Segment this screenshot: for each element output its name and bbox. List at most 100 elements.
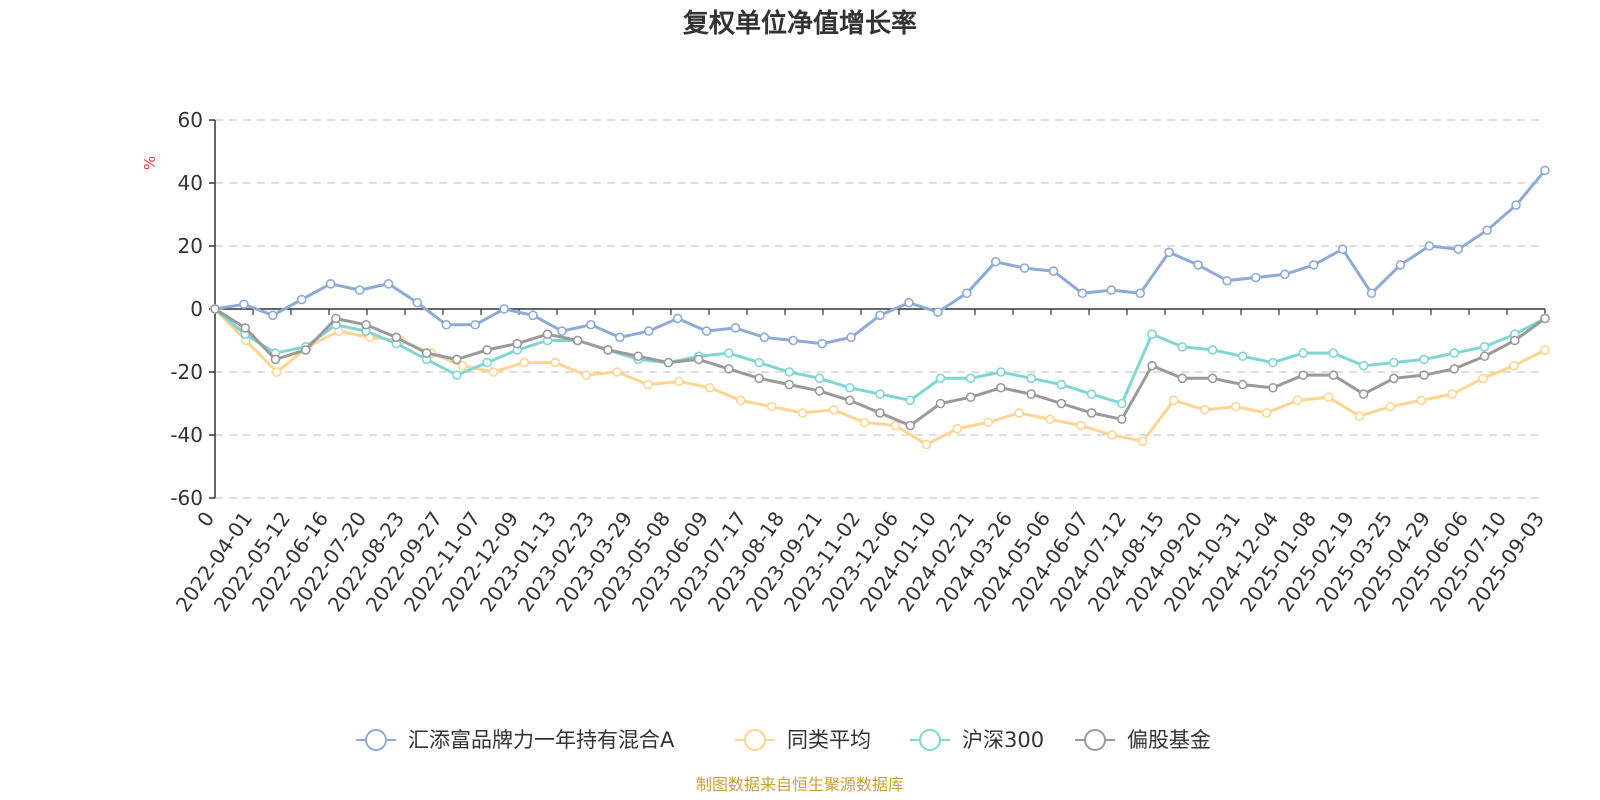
y-tick-label-4: 20 — [178, 234, 203, 258]
series-1-point-32 — [1199, 404, 1210, 415]
series-3-point-20 — [814, 386, 825, 396]
series-0-point-14 — [614, 332, 625, 343]
legend[interactable]: 汇添富品牌力一年持有混合A 同类平均 沪深300 偏股基金 — [356, 728, 1211, 752]
series-1-point-2 — [272, 367, 282, 377]
series-1-point-30 — [1138, 436, 1148, 447]
series-3-point-35 — [1268, 382, 1278, 393]
series-0-point-41 — [1395, 260, 1406, 270]
series-2-point-34 — [1237, 351, 1248, 362]
series-0-point-13 — [586, 319, 596, 330]
series-0-point-7 — [412, 297, 423, 308]
series-1-point-11 — [550, 357, 561, 368]
series-2-point-42 — [1479, 341, 1490, 352]
y-tick-label-6: 60 — [178, 108, 203, 132]
series-3-point-7 — [421, 348, 432, 358]
series-0-point-23 — [875, 310, 885, 321]
series-0-point-40 — [1366, 288, 1377, 299]
series-0-point-15 — [643, 326, 654, 336]
series-3-point-32 — [1177, 373, 1188, 384]
series-3-point-9 — [482, 345, 492, 355]
legend-swatch-marker-3 — [1084, 729, 1106, 751]
legend-item-0[interactable]: 汇添富品牌力一年持有混合A — [356, 728, 675, 752]
series-2-point-31 — [1147, 329, 1157, 340]
series-3-point-16 — [693, 354, 704, 365]
series-0-point-31 — [1106, 285, 1117, 295]
series-0-point-43 — [1453, 244, 1464, 254]
series-3-point-29 — [1086, 408, 1097, 418]
series-3-point-34 — [1237, 379, 1248, 390]
series-1-point-17 — [736, 395, 746, 406]
legend-item-2[interactable]: 沪深300 — [910, 728, 1044, 752]
series-1-point-18 — [766, 401, 777, 412]
legend-item-1[interactable]: 同类平均 — [735, 728, 871, 752]
series-2-point-22 — [875, 389, 885, 399]
series-2-point-24 — [935, 373, 946, 384]
series-3-point-36 — [1298, 370, 1308, 380]
legend-swatch-marker-1 — [744, 729, 766, 751]
series-0-point-16 — [672, 313, 683, 324]
series-1-point-9 — [488, 367, 499, 377]
series-2-point-18 — [754, 357, 764, 368]
series-2-point-20 — [814, 373, 825, 384]
series-0-point-39 — [1337, 244, 1348, 254]
y-axis-unit: % — [141, 156, 159, 170]
series-3-point-0 — [210, 304, 220, 314]
y-tick-label-3: 0 — [190, 297, 203, 321]
series-0-point-33 — [1164, 247, 1174, 258]
series-line-1 — [213, 307, 1546, 446]
series-3-point-22 — [875, 408, 885, 418]
series-2-point-39 — [1389, 357, 1399, 368]
series-1-point-16 — [705, 382, 715, 393]
series-0-point-17 — [701, 326, 712, 336]
series-0-point-4 — [325, 278, 336, 289]
series-2-point-26 — [996, 367, 1006, 377]
legend-label-0: 汇添富品牌力一年持有混合A — [408, 728, 675, 752]
series-2-point-40 — [1419, 354, 1429, 365]
series-0-point-6 — [383, 278, 394, 289]
series-3-point-31 — [1147, 360, 1157, 371]
series-0-point-24 — [904, 297, 914, 308]
series-2-point-8 — [452, 370, 462, 380]
series-1-point-43 — [1540, 345, 1550, 355]
source-note: 制图数据来自恒生聚源数据库 — [696, 775, 904, 794]
series-1-point-33 — [1230, 401, 1241, 412]
series-0-point-42 — [1424, 241, 1435, 251]
series-0-point-29 — [1048, 266, 1059, 277]
series-2-point-41 — [1449, 348, 1460, 358]
series-3-point-23 — [905, 420, 916, 431]
series-1-point-8 — [457, 360, 468, 371]
series-2-point-19 — [784, 367, 795, 377]
series-3-point-27 — [1026, 389, 1036, 399]
series-1-point-42 — [1509, 360, 1519, 371]
series-2-point-32 — [1177, 341, 1188, 352]
series-3-point-3 — [300, 345, 311, 355]
series-1-point-36 — [1323, 392, 1334, 403]
series-2-point-37 — [1328, 348, 1339, 358]
series-1-point-39 — [1416, 395, 1427, 406]
series-1-point-19 — [797, 408, 808, 418]
legend-swatch-marker-2 — [919, 729, 941, 751]
series-3-point-13 — [603, 345, 613, 355]
series-3-point-19 — [784, 379, 795, 390]
series-0-point-36 — [1251, 272, 1261, 283]
series-3-point-37 — [1328, 370, 1339, 380]
x-tick-label-0: 0 — [192, 507, 219, 531]
y-tick-label-0: -60 — [170, 486, 203, 510]
axes: -60 -40 -20 0 20 40 60 — [170, 108, 1546, 510]
series-0-point-45 — [1511, 200, 1521, 210]
y-tick-label-2: -20 — [170, 360, 203, 384]
series-3-point-18 — [754, 373, 764, 384]
series-1-point-41 — [1478, 373, 1488, 384]
series-3-point-24 — [935, 398, 946, 409]
series-0-point-8 — [441, 319, 452, 330]
series-3-point-26 — [996, 382, 1006, 393]
series-3-point-6 — [391, 332, 402, 343]
series-2-point-29 — [1086, 389, 1097, 399]
series-1-point-27 — [1045, 414, 1055, 425]
legend-label-1: 同类平均 — [787, 728, 871, 752]
legend-item-3[interactable]: 偏股基金 — [1075, 728, 1211, 752]
series-0-point-12 — [557, 326, 567, 336]
series-3-point-38 — [1358, 389, 1369, 399]
series-3-point-8 — [452, 354, 462, 365]
